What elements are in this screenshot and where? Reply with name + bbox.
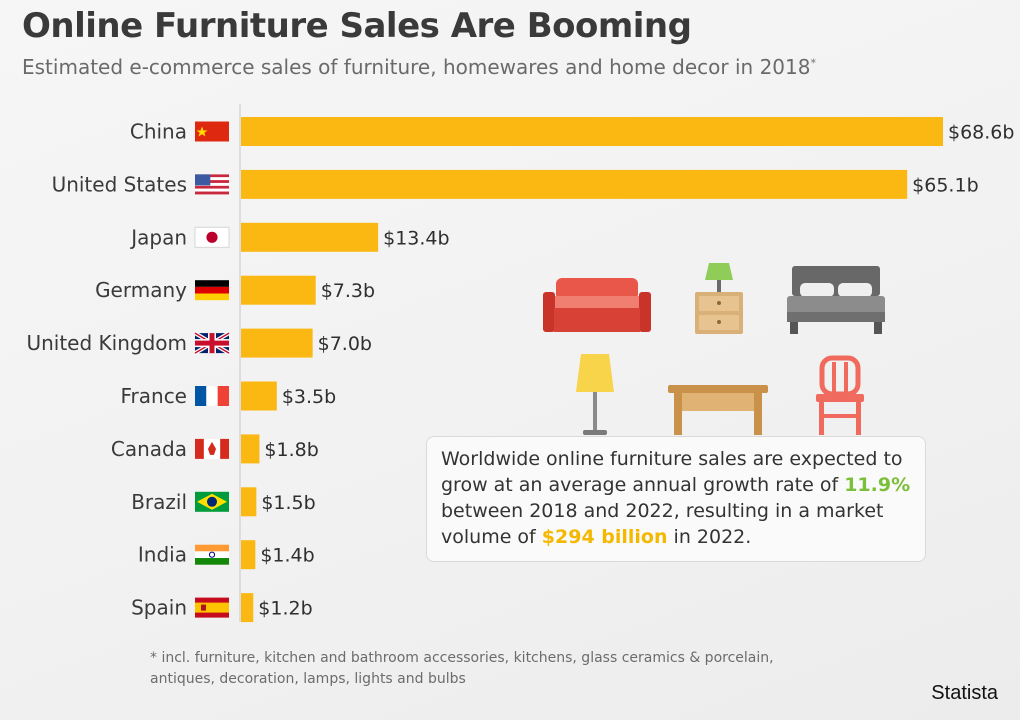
bar xyxy=(241,117,943,146)
category-label: United States xyxy=(52,172,187,196)
growth-rate-highlight: 11.9% xyxy=(844,474,911,496)
bar xyxy=(241,328,313,358)
category-label: France xyxy=(120,384,187,408)
us-flag-icon xyxy=(195,174,229,195)
callout-text-start: Worldwide online furniture sales are exp… xyxy=(441,448,903,496)
category-label: Japan xyxy=(129,225,187,249)
brazil-flag-icon xyxy=(195,491,229,512)
subtitle-footnote-marker: * xyxy=(810,56,816,70)
sofa-icon xyxy=(543,278,651,332)
footnote: * incl. furniture, kitchen and bathroom … xyxy=(150,650,774,687)
category-label: China xyxy=(130,120,187,144)
subtitle-text: Estimated e-commerce sales of furniture,… xyxy=(22,55,811,79)
china-flag-icon xyxy=(195,121,229,142)
bar xyxy=(241,434,260,464)
spain-flag-icon xyxy=(195,597,229,618)
floor-lamp-icon xyxy=(576,354,614,435)
callout-text-middle: between 2018 and 2022, resulting in a ma… xyxy=(441,500,884,548)
germany-flag-icon xyxy=(195,280,229,301)
category-label: United Kingdom xyxy=(26,331,187,355)
value-label: $65.1b xyxy=(912,174,978,196)
value-label: $1.2b xyxy=(258,598,312,620)
value-label: $7.3b xyxy=(321,280,375,302)
furniture-illustrations xyxy=(543,263,885,435)
bar xyxy=(241,540,256,570)
bar xyxy=(241,275,316,305)
table-icon xyxy=(668,385,768,435)
bed-icon xyxy=(787,266,885,334)
value-label: $1.5b xyxy=(261,492,315,514)
uk-flag-icon xyxy=(193,331,231,355)
callout-text-end: in 2022. xyxy=(667,526,752,548)
category-label: Brazil xyxy=(131,490,187,514)
bar xyxy=(241,487,257,517)
market-volume-highlight: $294 billion xyxy=(541,526,668,548)
value-label: $1.4b xyxy=(260,545,314,567)
chair-icon xyxy=(816,355,864,435)
japan-flag-icon xyxy=(194,226,230,248)
category-label: Spain xyxy=(131,596,187,620)
nightstand-lamp-icon xyxy=(695,263,743,334)
value-label: $68.6b xyxy=(948,122,1014,144)
value-label: $3.5b xyxy=(282,386,336,408)
source-label: Statista xyxy=(931,682,998,704)
bar xyxy=(241,593,254,623)
chart-title: Online Furniture Sales Are Booming xyxy=(22,6,692,46)
bar xyxy=(241,381,277,411)
value-label: $1.8b xyxy=(264,439,318,461)
canada-flag-icon xyxy=(195,438,229,459)
bar xyxy=(241,222,379,252)
category-label: India xyxy=(138,543,187,567)
france-flag-icon xyxy=(195,386,229,406)
india-flag-icon xyxy=(195,544,229,565)
value-label: $7.0b xyxy=(318,333,372,355)
category-label: Canada xyxy=(111,437,187,461)
bar xyxy=(241,169,908,199)
growth-callout: Worldwide online furniture sales are exp… xyxy=(426,436,926,562)
chart-subtitle: Estimated e-commerce sales of furniture,… xyxy=(22,55,816,79)
value-label: $13.4b xyxy=(383,227,449,249)
category-label: Germany xyxy=(95,278,187,302)
bars-layer: China $68.6b United States $65.1b Japan $13.4… xyxy=(26,104,1014,623)
